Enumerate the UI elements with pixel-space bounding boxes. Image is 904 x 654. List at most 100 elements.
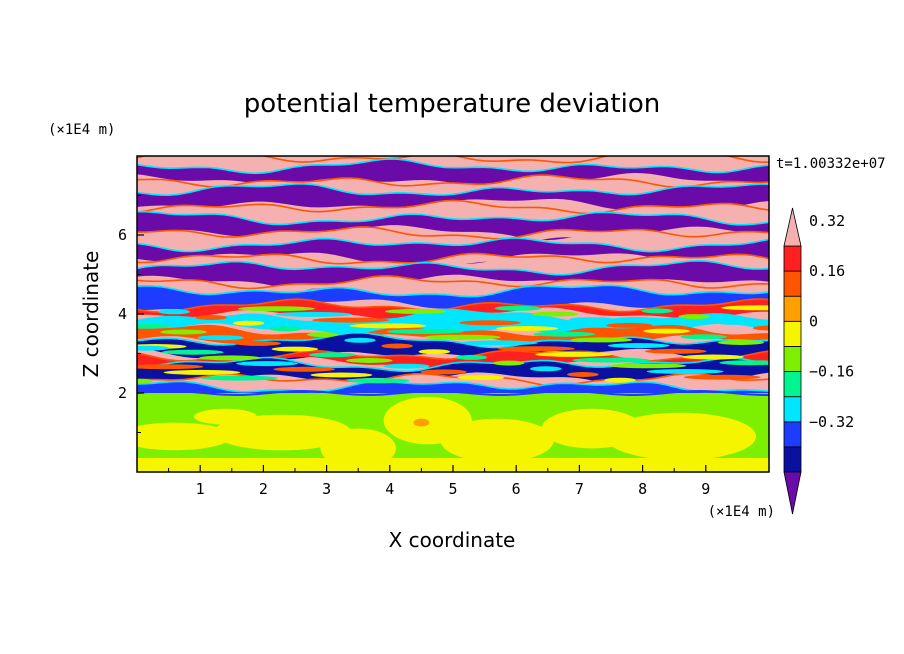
field-streak bbox=[492, 360, 525, 366]
field-contour-edge bbox=[137, 372, 769, 387]
field-streak bbox=[269, 326, 302, 332]
field-streak bbox=[496, 326, 559, 331]
field-streak bbox=[418, 349, 451, 355]
field-streak bbox=[312, 317, 390, 323]
field-streak bbox=[752, 325, 769, 331]
field-streak bbox=[646, 369, 724, 374]
field-streak bbox=[683, 374, 761, 380]
field-streak bbox=[200, 375, 278, 381]
colorbar-tick-label: 0.16 bbox=[809, 262, 845, 280]
field-streak bbox=[457, 375, 505, 381]
field-band bbox=[137, 211, 769, 241]
field-streak bbox=[420, 369, 467, 375]
field-streak bbox=[680, 334, 727, 340]
field-streak bbox=[641, 308, 674, 314]
field-streak bbox=[158, 309, 190, 315]
field-blob bbox=[320, 428, 397, 469]
field-streak bbox=[238, 306, 315, 312]
field-streak bbox=[381, 343, 413, 349]
field-band bbox=[137, 175, 769, 196]
field-streak bbox=[604, 377, 636, 383]
field-streak bbox=[236, 361, 298, 367]
field-streak bbox=[715, 319, 748, 325]
field-streak bbox=[234, 340, 282, 346]
field-streak bbox=[275, 311, 352, 317]
field-band bbox=[137, 285, 769, 312]
field-contour-edge bbox=[137, 380, 769, 393]
field-contour-edge bbox=[137, 275, 769, 290]
field-streak bbox=[383, 363, 430, 369]
y-tick-label: 4 bbox=[118, 305, 127, 323]
field-streak bbox=[423, 334, 501, 340]
field-streak bbox=[197, 335, 244, 341]
field-streak bbox=[721, 305, 769, 311]
field-blob bbox=[440, 418, 554, 463]
field-streak bbox=[160, 329, 207, 335]
field-streak bbox=[572, 357, 650, 363]
field-streak bbox=[310, 372, 373, 378]
field-streak bbox=[531, 311, 579, 317]
colorbar-segment bbox=[783, 345, 802, 372]
field-streak bbox=[535, 351, 612, 357]
field-streak bbox=[137, 345, 170, 351]
field-blob bbox=[194, 408, 257, 425]
field-streak bbox=[568, 317, 616, 323]
chart-title: potential temperature deviation bbox=[244, 89, 660, 119]
field-contour-edge bbox=[137, 174, 769, 188]
x-tick-label: 6 bbox=[512, 480, 521, 498]
field-contour-edge bbox=[137, 226, 769, 240]
field-band bbox=[137, 350, 769, 370]
field-streak bbox=[459, 320, 521, 326]
colorbar-segment bbox=[783, 245, 802, 272]
y-axis: 2 4 6 bbox=[118, 195, 144, 433]
field-contour-edge bbox=[137, 199, 769, 215]
field-streak bbox=[422, 314, 484, 320]
colorbar-tick-label: −0.16 bbox=[809, 363, 854, 381]
colorbar-segment bbox=[783, 270, 802, 297]
field-streak bbox=[349, 323, 427, 329]
field-contour-edge bbox=[137, 298, 769, 314]
field-blob bbox=[137, 422, 232, 451]
x-axis: 1 2 3 4 5 6 7 8 9 bbox=[168, 465, 710, 498]
field-blob-peak bbox=[413, 418, 430, 427]
x-tick-label: 9 bbox=[701, 480, 710, 498]
x-tick-label: 1 bbox=[196, 480, 205, 498]
field-band bbox=[137, 238, 769, 265]
field-streak bbox=[137, 378, 153, 384]
x-axis-title: X coordinate bbox=[389, 528, 516, 552]
field-streak bbox=[163, 369, 241, 375]
field-streak bbox=[199, 355, 261, 361]
x-tick-label: 7 bbox=[575, 480, 584, 498]
colorbar-extend-bottom bbox=[783, 471, 802, 515]
field-streak bbox=[307, 332, 339, 338]
field-streak bbox=[271, 346, 319, 352]
field-contour-edge bbox=[137, 252, 769, 265]
field-streak bbox=[643, 328, 690, 334]
x-tick-label: 4 bbox=[385, 480, 394, 498]
y-tick-label: 2 bbox=[118, 384, 127, 402]
field-streak bbox=[347, 378, 410, 384]
field-band bbox=[137, 159, 769, 187]
colorbar-extend-top bbox=[783, 207, 802, 247]
y-unit-label: (×1E4 m) bbox=[48, 122, 115, 138]
x-tick-label: 5 bbox=[448, 480, 457, 498]
x-unit-label: (×1E4 m) bbox=[708, 504, 775, 520]
contour-field bbox=[137, 156, 769, 472]
field-streak bbox=[455, 354, 488, 360]
x-tick-label: 2 bbox=[259, 480, 268, 498]
field-streak bbox=[682, 354, 744, 360]
field-streak bbox=[494, 305, 542, 311]
colorbar-tick-label: 0 bbox=[809, 312, 818, 330]
field-blob bbox=[604, 412, 757, 461]
colorbar-segment bbox=[783, 371, 802, 398]
field-streak bbox=[570, 337, 633, 343]
field-streak bbox=[567, 372, 599, 377]
field-contour-edge bbox=[137, 237, 769, 253]
colorbar-segment bbox=[783, 396, 802, 423]
field-streak bbox=[346, 358, 393, 363]
field-band bbox=[137, 275, 769, 296]
y-axis-title: Z coordinate bbox=[79, 251, 103, 378]
field-streak bbox=[161, 349, 224, 355]
field-streak bbox=[533, 331, 596, 337]
